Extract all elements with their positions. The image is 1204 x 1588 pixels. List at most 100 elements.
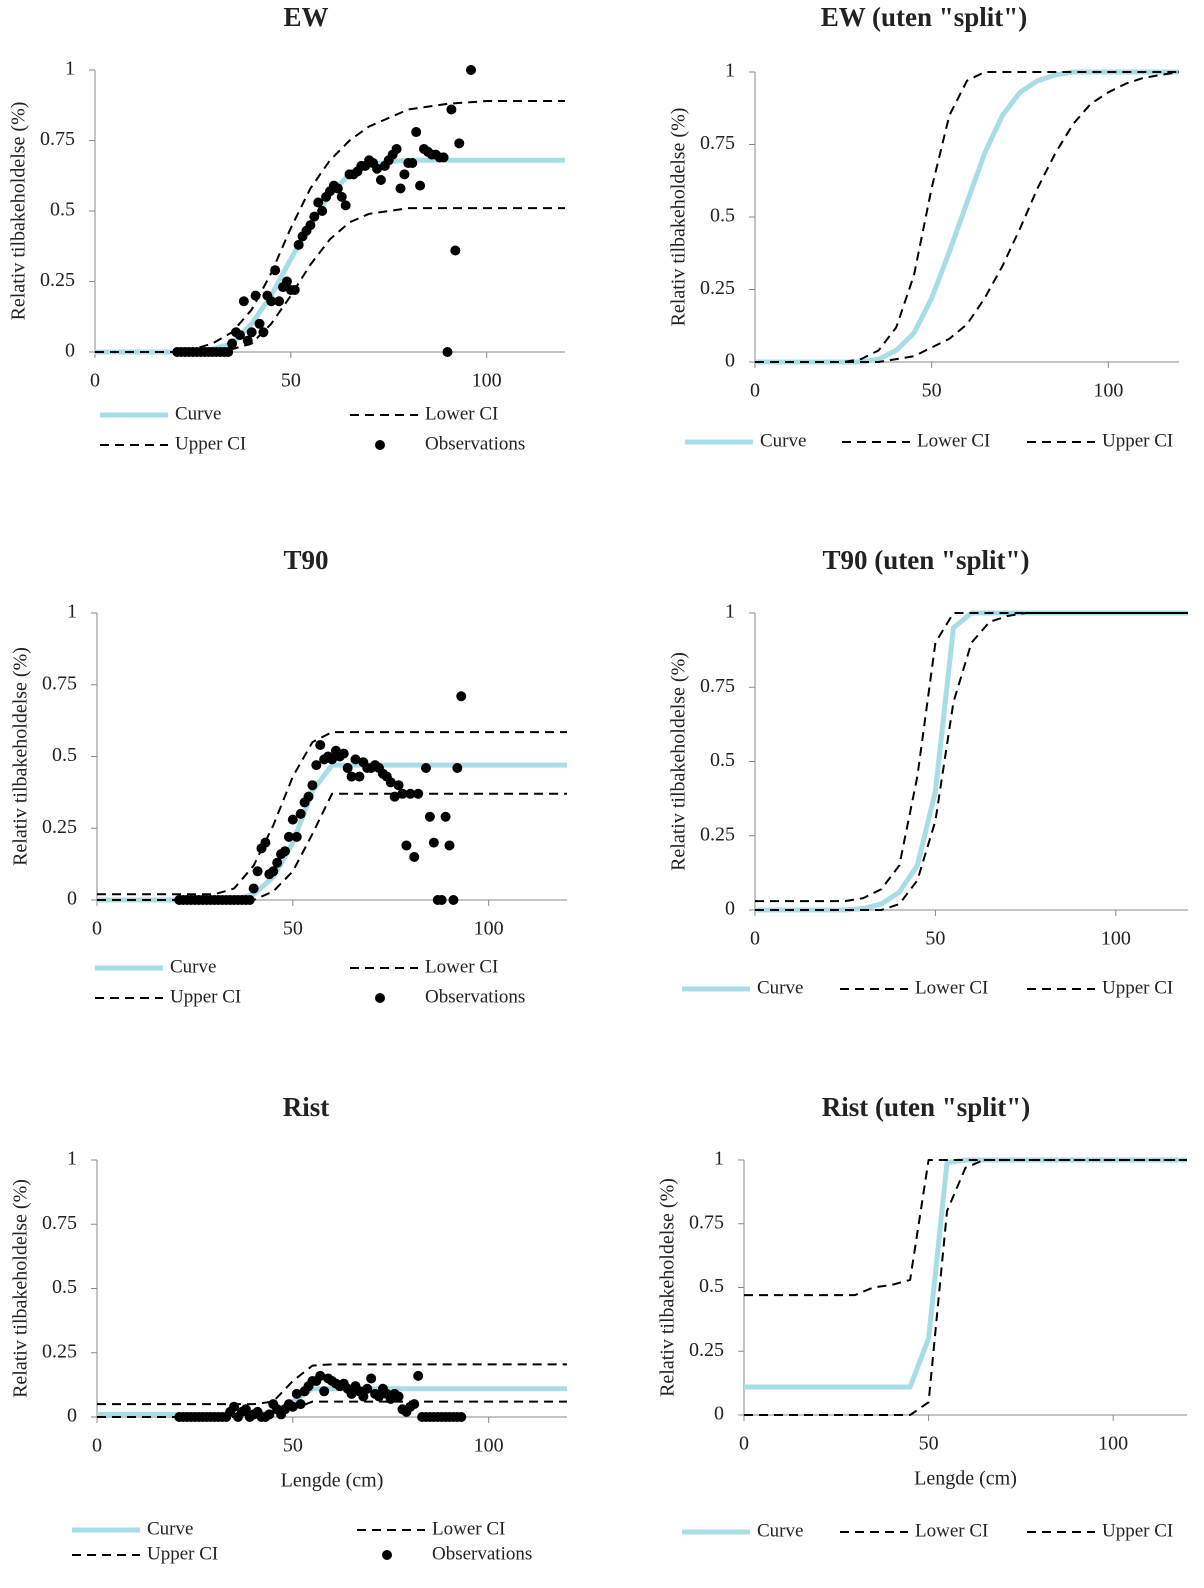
x-tick-label: 100 [474,918,504,940]
curve-line [744,1157,1187,1390]
observation [264,1409,275,1420]
observation [280,846,290,857]
legend-marker [382,1550,392,1560]
observation [393,780,404,791]
legend-label: Curve [757,1520,803,1541]
y-axis-label: Relativ tilbakeholdelse (%) [10,647,32,866]
observation [295,1399,306,1410]
ci-line [97,731,567,896]
legend-marker [375,993,385,1003]
observation [409,1399,420,1410]
observation [281,276,292,287]
x-tick-label: 0 [750,380,760,402]
ci-line [97,1363,567,1406]
legend-label: Lower CI [915,1520,988,1541]
observation [327,754,337,765]
observation [229,1401,240,1412]
y-tick-label: 0 [67,888,77,910]
x-tick-label: 100 [474,1435,504,1457]
ci-line [755,71,1180,363]
panel: EW (uten "split") Relativ tilbakeholdelse… [668,2,1180,451]
observation [260,837,271,848]
chart-title: Rist [283,1092,330,1122]
x-tick-label: 50 [283,1435,303,1457]
observation [340,200,351,211]
observation [444,840,455,851]
y-tick-label: 1 [67,601,77,623]
observation [374,1391,384,1402]
observation [315,740,326,751]
ci-line [97,792,567,901]
observation [395,183,406,194]
observation [266,296,277,307]
observation [385,777,396,788]
observation [338,748,349,759]
legend-label: Lower CI [432,1518,505,1539]
x-tick-label: 50 [922,380,942,402]
y-tick-label: 0.5 [50,199,75,221]
panel: T90 (uten "split") Relativ tilbakeholdels… [668,545,1188,998]
observation [466,65,476,75]
curve-line [97,762,567,903]
observation [287,1401,298,1412]
observation [413,1370,424,1381]
observation [283,831,294,842]
x-tick-label: 0 [92,1435,102,1457]
observation [375,174,386,185]
y-tick-label: 0 [714,1403,724,1425]
observation [223,347,234,357]
chart-title: T90 (uten "split") [823,545,1030,575]
observation [448,895,459,905]
x-tick-label: 0 [739,1433,749,1455]
observation [227,338,238,349]
curve-line [97,1386,567,1417]
observation [319,1386,330,1397]
observation [354,771,365,782]
observation [452,762,463,773]
observation [399,169,410,180]
y-tick-label: 1 [67,1148,77,1170]
y-tick-label: 1 [65,58,75,80]
y-tick-label: 0.25 [42,816,77,838]
ci-line [95,207,565,353]
y-axis-label: Relativ tilbakeholdelse (%) [10,1179,32,1398]
y-tick-label: 0 [725,898,735,920]
chart-title: EW (uten "split") [821,2,1028,32]
observation [456,691,467,702]
observation [293,239,304,250]
y-tick-label: 1 [714,1148,724,1170]
ci-line [95,100,565,353]
legend-label: Upper CI [170,986,241,1007]
y-tick-label: 0.5 [52,744,77,766]
observation [313,197,324,208]
legend-label: Upper CI [175,433,246,454]
observation [442,347,453,357]
x-tick-label: 0 [750,928,760,950]
observation [332,183,343,194]
observation [362,1383,373,1394]
y-tick-label: 1 [725,601,735,623]
legend-marker [375,440,385,450]
observation [456,1412,467,1422]
x-tick-label: 50 [925,928,945,950]
y-tick-label: 0.75 [700,132,735,154]
chart-title: Rist (uten "split") [822,1092,1031,1122]
observation [407,158,418,169]
y-tick-label: 0.5 [710,205,735,227]
observation [274,296,285,307]
observation [450,245,461,256]
y-tick-label: 0.5 [52,1276,77,1298]
observation [234,330,245,341]
observation [411,127,422,138]
observation [272,857,283,868]
x-tick-label: 50 [283,918,303,940]
observation [307,780,318,791]
observation [413,788,424,799]
y-tick-label: 0.25 [689,1339,724,1361]
x-tick-label: 0 [92,918,102,940]
legend-label: Curve [757,977,803,998]
y-tick-label: 0 [67,1405,77,1427]
y-tick-label: 0.25 [700,823,735,845]
